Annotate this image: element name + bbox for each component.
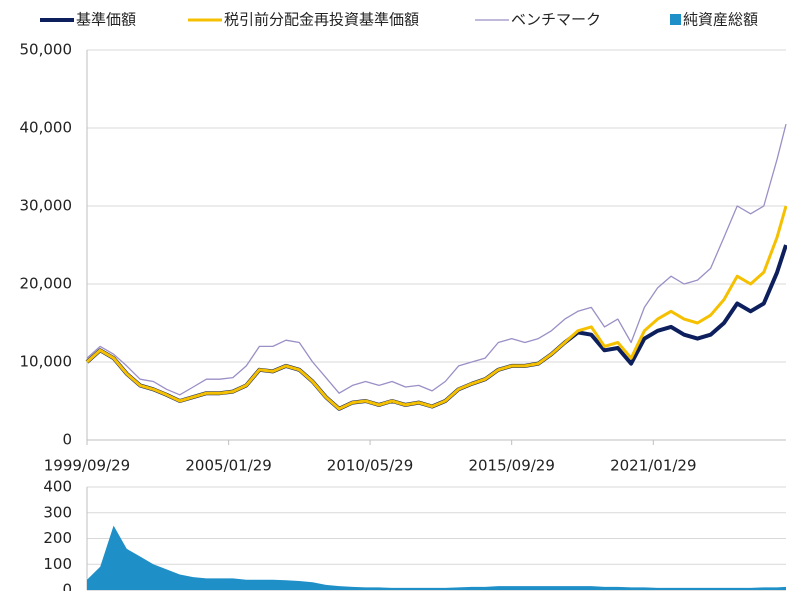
line	[86, 123, 787, 396]
legend-label: 基準価額	[76, 11, 136, 29]
y-tick-label: 300	[43, 503, 72, 521]
y-tick-label: 30,000	[20, 197, 73, 215]
y-tick-label: 200	[43, 529, 72, 547]
x-tick-label: 2010/05/29	[327, 457, 413, 475]
y-tick-label: 20,000	[20, 275, 73, 293]
area	[87, 525, 786, 590]
x-tick-label: 1999/09/29	[44, 457, 130, 475]
y-tick-label: 40,000	[20, 119, 73, 137]
legend-swatch	[670, 14, 681, 25]
y-tick-label: 0	[62, 431, 72, 449]
legend-label: ベンチマーク	[511, 11, 601, 29]
y-tick-label: 400	[43, 478, 72, 496]
y-tick-label: 100	[43, 555, 72, 573]
legend-label: 純資産総額	[683, 11, 758, 29]
y-tick-label: 0	[62, 581, 72, 591]
line	[86, 205, 787, 411]
y-tick-label: 10,000	[20, 353, 73, 371]
legend-label: 税引前分配金再投資基準価額	[224, 11, 419, 29]
x-tick-label: 2015/09/29	[468, 457, 554, 475]
line	[85, 244, 787, 411]
x-tick-label: 2021/01/29	[610, 457, 696, 475]
y-tick-label: 50,000	[20, 41, 73, 59]
x-tick-label: 2005/01/29	[185, 457, 271, 475]
